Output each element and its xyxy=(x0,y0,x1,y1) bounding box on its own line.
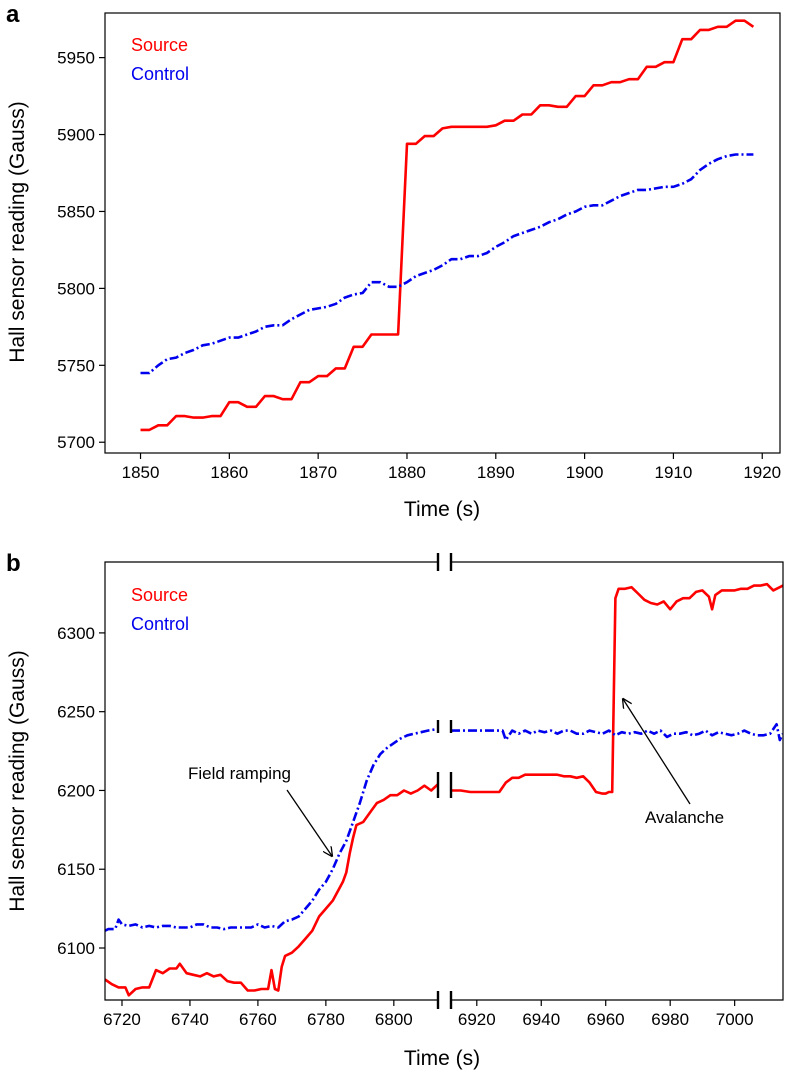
x-tick-label: 6760 xyxy=(239,1010,277,1029)
x-tick-label: 6920 xyxy=(458,1010,496,1029)
panel-a-legend-control: Control xyxy=(131,64,189,84)
x-tick-label: 7000 xyxy=(716,1010,754,1029)
y-tick-label: 5700 xyxy=(57,433,95,452)
panel-letter-b: b xyxy=(6,550,21,577)
panel-b-x-ticks: 6720 6740 6760 6780 6800 6920 6940 6960 6980 7000 xyxy=(103,1000,754,1029)
y-tick-label: 6100 xyxy=(57,939,95,958)
panel-b: b 6720 6740 6760 6780 6800 6920 6940 6960 6980 70… xyxy=(6,550,784,1070)
x-tick-label: 6780 xyxy=(307,1010,345,1029)
y-tick-label: 5850 xyxy=(57,202,95,221)
panel-b-x-axis-title: Time (s) xyxy=(404,1047,480,1070)
panel-a-y-axis-title: Hall sensor reading (Gauss) xyxy=(6,101,29,362)
x-tick-label: 1880 xyxy=(388,463,426,482)
axis-break-marks xyxy=(436,553,453,1009)
x-tick-label: 6740 xyxy=(171,1010,209,1029)
x-tick-label: 1900 xyxy=(566,463,604,482)
annotation-field-ramping-arrow xyxy=(286,789,332,856)
annotation-avalanche-arrow xyxy=(623,699,691,805)
y-tick-label: 6250 xyxy=(57,703,95,722)
x-tick-label: 6940 xyxy=(522,1010,560,1029)
panel-a-x-axis-title: Time (s) xyxy=(404,498,480,521)
series-line-control-segment-1 xyxy=(105,727,438,932)
series-line-source xyxy=(140,19,755,432)
y-tick-label: 5750 xyxy=(57,356,95,375)
series-line-control-segment-2 xyxy=(451,723,783,742)
annotation-avalanche: Avalanche xyxy=(645,808,724,827)
panel-b-legend-source: Source xyxy=(131,585,188,605)
x-tick-label: 1850 xyxy=(122,463,160,482)
x-tick-label: 1860 xyxy=(210,463,248,482)
x-tick-label: 6960 xyxy=(587,1010,625,1029)
panel-b-y-ticks: 6100 6150 6200 6250 6300 xyxy=(57,624,105,958)
panel-letter-a: a xyxy=(6,1,20,28)
x-tick-label: 1890 xyxy=(477,463,515,482)
x-tick-label: 6720 xyxy=(103,1010,141,1029)
panel-b-frame-left xyxy=(104,561,438,1001)
panel-a-series xyxy=(140,19,755,432)
panel-a-plot-frame xyxy=(104,12,781,454)
y-tick-label: 5950 xyxy=(57,49,95,68)
x-tick-label: 6980 xyxy=(651,1010,689,1029)
x-tick-label: 1920 xyxy=(743,463,781,482)
panel-a-legend-source: Source xyxy=(131,35,188,55)
x-tick-label: 1910 xyxy=(655,463,693,482)
panel-a-x-ticks: 1850 1860 1870 1880 1890 1900 1910 1920 xyxy=(122,453,781,482)
x-tick-label: 6800 xyxy=(375,1010,413,1029)
panel-b-legend-control: Control xyxy=(131,614,189,634)
y-tick-label: 6200 xyxy=(57,781,95,800)
panel-b-y-axis-title: Hall sensor reading (Gauss) xyxy=(6,650,29,911)
panel-a-y-ticks: 5700 5750 5800 5850 5900 5950 xyxy=(57,49,105,452)
panel-b-frame-right xyxy=(451,561,784,1001)
y-tick-label: 5800 xyxy=(57,279,95,298)
y-tick-label: 6150 xyxy=(57,860,95,879)
x-tick-label: 1870 xyxy=(299,463,337,482)
annotation-field-ramping: Field ramping xyxy=(188,764,291,783)
y-tick-label: 6300 xyxy=(57,624,95,643)
panel-b-series xyxy=(105,582,783,997)
series-line-source-segment-1 xyxy=(105,783,438,997)
series-line-source-segment-2 xyxy=(451,582,783,795)
panel-a: a 1850 1860 1870 1880 1890 1900 1910 1920 57005… xyxy=(6,1,781,521)
series-line-control xyxy=(140,153,754,375)
y-tick-label: 5900 xyxy=(57,126,95,145)
